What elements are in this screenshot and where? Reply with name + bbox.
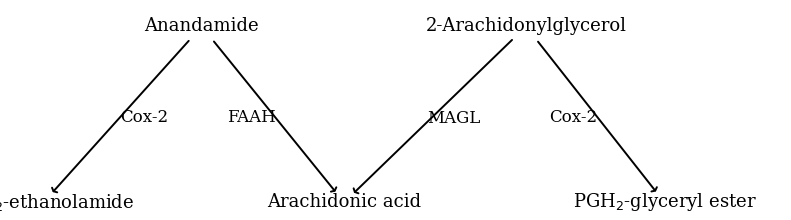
Text: PGH$_2$-ethanolamide: PGH$_2$-ethanolamide [0,192,134,213]
Text: Cox-2: Cox-2 [549,109,597,126]
Text: Anandamide: Anandamide [145,17,259,35]
Text: FAAH: FAAH [226,109,275,126]
Text: Arachidonic acid: Arachidonic acid [267,193,421,211]
Text: PGH$_2$-glyceryl ester: PGH$_2$-glyceryl ester [573,191,756,213]
Text: 2-Arachidonylglycerol: 2-Arachidonylglycerol [426,17,626,35]
Text: MAGL: MAGL [427,110,481,126]
Text: Cox-2: Cox-2 [120,109,168,126]
